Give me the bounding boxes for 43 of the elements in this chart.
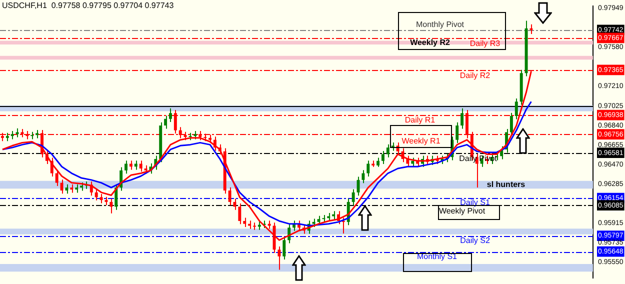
candlestick: [65, 184, 68, 194]
ref-line-label: Daily R2: [460, 71, 491, 80]
candlestick: [456, 122, 459, 144]
band-label: sl hunters: [486, 180, 526, 189]
candlestick: [134, 160, 138, 170]
ref-line-label: Daily R1: [404, 115, 436, 124]
ref-line-label: Monthly Pivot: [416, 20, 465, 30]
candlestick: [386, 144, 390, 158]
candlestick: [124, 160, 128, 174]
ref-line-label: Weekly Pivot: [438, 206, 486, 216]
candlestick: [362, 170, 365, 184]
candlestick: [376, 157, 380, 168]
ref-line-label: Weekly R1: [402, 136, 441, 146]
candlestick: [233, 198, 236, 210]
candlestick: [139, 160, 142, 172]
candlestick: [55, 170, 58, 186]
ref-line-label: Daily S2: [460, 236, 490, 245]
candlestick: [169, 108, 172, 123]
ref-line-label: Daily S1: [460, 198, 490, 208]
candlestick: [238, 203, 242, 225]
candlestick: [129, 160, 132, 170]
band-label: Weekly R2: [410, 38, 450, 47]
candlestick: [253, 222, 256, 230]
candlestick: [228, 186, 232, 206]
candlestick: [342, 217, 345, 234]
candlestick: [94, 188, 98, 201]
candlestick: [352, 188, 355, 206]
candlestick: [366, 160, 370, 177]
chart-title: USDCHF,H1 0.97758 0.97795 0.97704 0.97743: [2, 1, 174, 10]
candlestick: [100, 194, 103, 204]
candlestick: [110, 198, 113, 214]
candlestick: [381, 150, 384, 165]
candlestick: [164, 115, 168, 130]
candlestick: [510, 112, 513, 136]
candlestick: [460, 108, 464, 130]
ref-line-label: Daily R3: [470, 39, 501, 48]
candlestick: [60, 179, 64, 194]
candlestick: [530, 24, 533, 35]
candlestick: [356, 176, 360, 196]
candlestick: [282, 236, 286, 260]
candlestick: [278, 246, 281, 270]
candlestick: [514, 98, 518, 120]
candlestick: [243, 217, 246, 228]
